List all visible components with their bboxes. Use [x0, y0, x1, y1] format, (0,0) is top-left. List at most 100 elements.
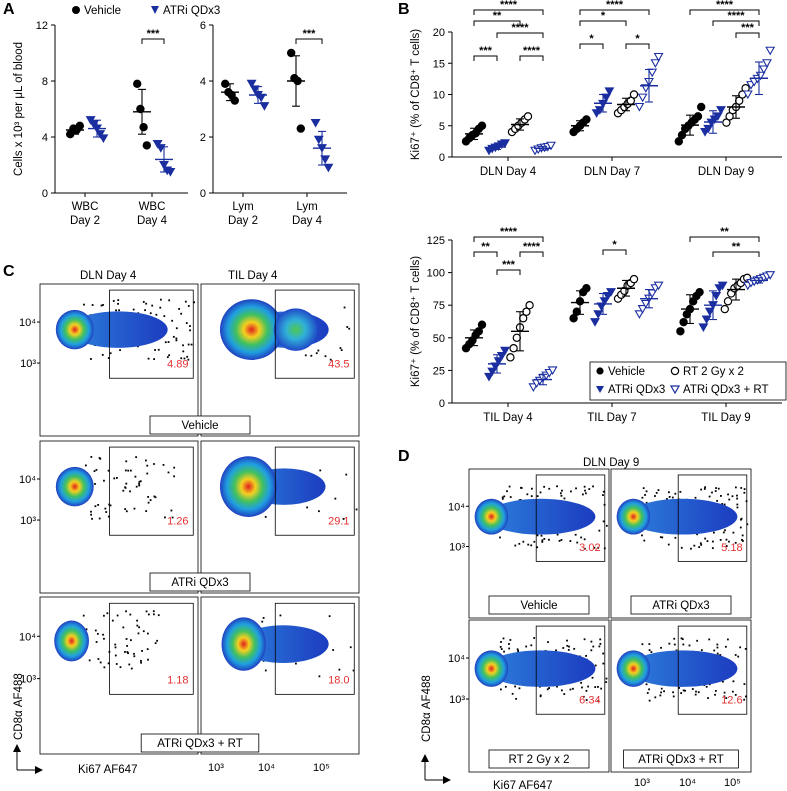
sig-bracket — [519, 251, 544, 257]
event-dot — [548, 687, 551, 689]
flow-plot-d: 12.6 — [610, 619, 752, 773]
event-dot — [562, 647, 565, 649]
panel-letter-d: D — [398, 448, 410, 465]
event-dot — [187, 343, 190, 346]
event-dot — [744, 647, 747, 650]
data-point — [640, 84, 651, 93]
sig-label: ** — [481, 241, 490, 253]
event-dot — [175, 337, 178, 340]
c-xtick-2: 10⁴ — [258, 762, 275, 774]
event-dot — [672, 691, 675, 694]
event-dot — [746, 523, 749, 526]
event-dot — [674, 492, 677, 495]
event-dot — [116, 477, 118, 479]
event-dot — [548, 487, 551, 490]
event-dot — [103, 614, 105, 617]
event-dot — [95, 468, 98, 471]
event-dot — [641, 534, 643, 537]
event-dot — [678, 687, 681, 689]
event-dot — [90, 510, 92, 513]
event-dot — [533, 637, 536, 639]
event-dot — [694, 693, 697, 696]
x-tick-label: Day 4 — [292, 215, 323, 227]
event-dot — [555, 649, 557, 652]
event-dot — [319, 469, 322, 472]
event-dot — [129, 469, 132, 472]
event-dot — [115, 309, 117, 312]
gate-rect — [535, 474, 606, 562]
event-dot — [726, 638, 729, 641]
sig-bracket — [689, 236, 760, 242]
event-dot — [125, 510, 128, 513]
event-dot — [163, 315, 166, 318]
event-dot — [732, 531, 735, 534]
event-dot — [138, 626, 141, 629]
event-dot — [672, 695, 675, 698]
event-dot — [324, 355, 327, 358]
event-dot — [546, 688, 549, 691]
event-dot — [740, 517, 743, 520]
c-xtick-1: 10³ — [208, 762, 224, 774]
y-axis-label: Ki67⁺ (% of CD8⁺ T cells) — [410, 256, 422, 387]
flow-plot-frame — [39, 440, 199, 594]
event-dot — [539, 694, 542, 697]
event-dot — [345, 473, 348, 476]
event-dot — [518, 687, 521, 690]
data-point — [487, 367, 498, 377]
event-dot — [705, 685, 708, 688]
event-dot — [154, 642, 157, 645]
y-tick-label: 10³ — [449, 541, 465, 553]
event-dot — [146, 648, 149, 651]
event-dot — [693, 544, 696, 547]
data-point — [139, 122, 148, 132]
event-dot — [711, 547, 714, 550]
event-dot — [504, 685, 507, 688]
legend-b-combo-marker — [669, 385, 681, 395]
event-dot — [708, 495, 711, 498]
event-dot — [560, 494, 563, 497]
event-dot — [605, 681, 608, 683]
event-dot — [731, 495, 734, 498]
event-dot — [556, 485, 558, 488]
event-dot — [704, 486, 706, 489]
event-dot — [109, 352, 112, 355]
event-dot — [101, 353, 104, 356]
event-dot — [138, 482, 140, 485]
event-dot — [724, 529, 726, 532]
event-dot — [721, 680, 724, 683]
event-dot — [166, 356, 169, 359]
event-dot — [741, 540, 744, 542]
event-dot — [97, 658, 100, 660]
event-dot — [184, 300, 187, 303]
event-dot — [734, 693, 737, 696]
event-dot — [332, 649, 335, 651]
event-dot — [107, 515, 110, 518]
event-dot — [159, 298, 162, 301]
event-dot — [506, 490, 508, 493]
event-dot — [84, 464, 87, 467]
event-dot — [183, 357, 186, 360]
event-dot — [583, 485, 586, 488]
event-dot — [499, 645, 502, 648]
event-dot — [716, 643, 719, 646]
event-dot — [117, 299, 120, 301]
y-tick-label: 50 — [433, 333, 445, 345]
legend-atri-marker — [151, 6, 159, 14]
event-dot — [715, 487, 717, 489]
data-point — [594, 106, 605, 115]
event-dot — [563, 497, 566, 500]
event-dot — [136, 624, 139, 627]
event-dot — [126, 645, 128, 647]
event-dot — [732, 680, 735, 683]
sig-bracket — [579, 20, 627, 26]
event-dot — [145, 302, 148, 305]
event-dot — [171, 516, 174, 519]
flow-plot-c: 43.5 — [200, 283, 360, 437]
event-dot — [547, 641, 549, 643]
flow-plot-frame — [200, 283, 360, 437]
data-point — [287, 48, 296, 58]
event-dot — [728, 498, 731, 501]
sig-label: **** — [716, 0, 734, 11]
event-dot — [650, 651, 653, 653]
event-dot — [602, 520, 605, 523]
